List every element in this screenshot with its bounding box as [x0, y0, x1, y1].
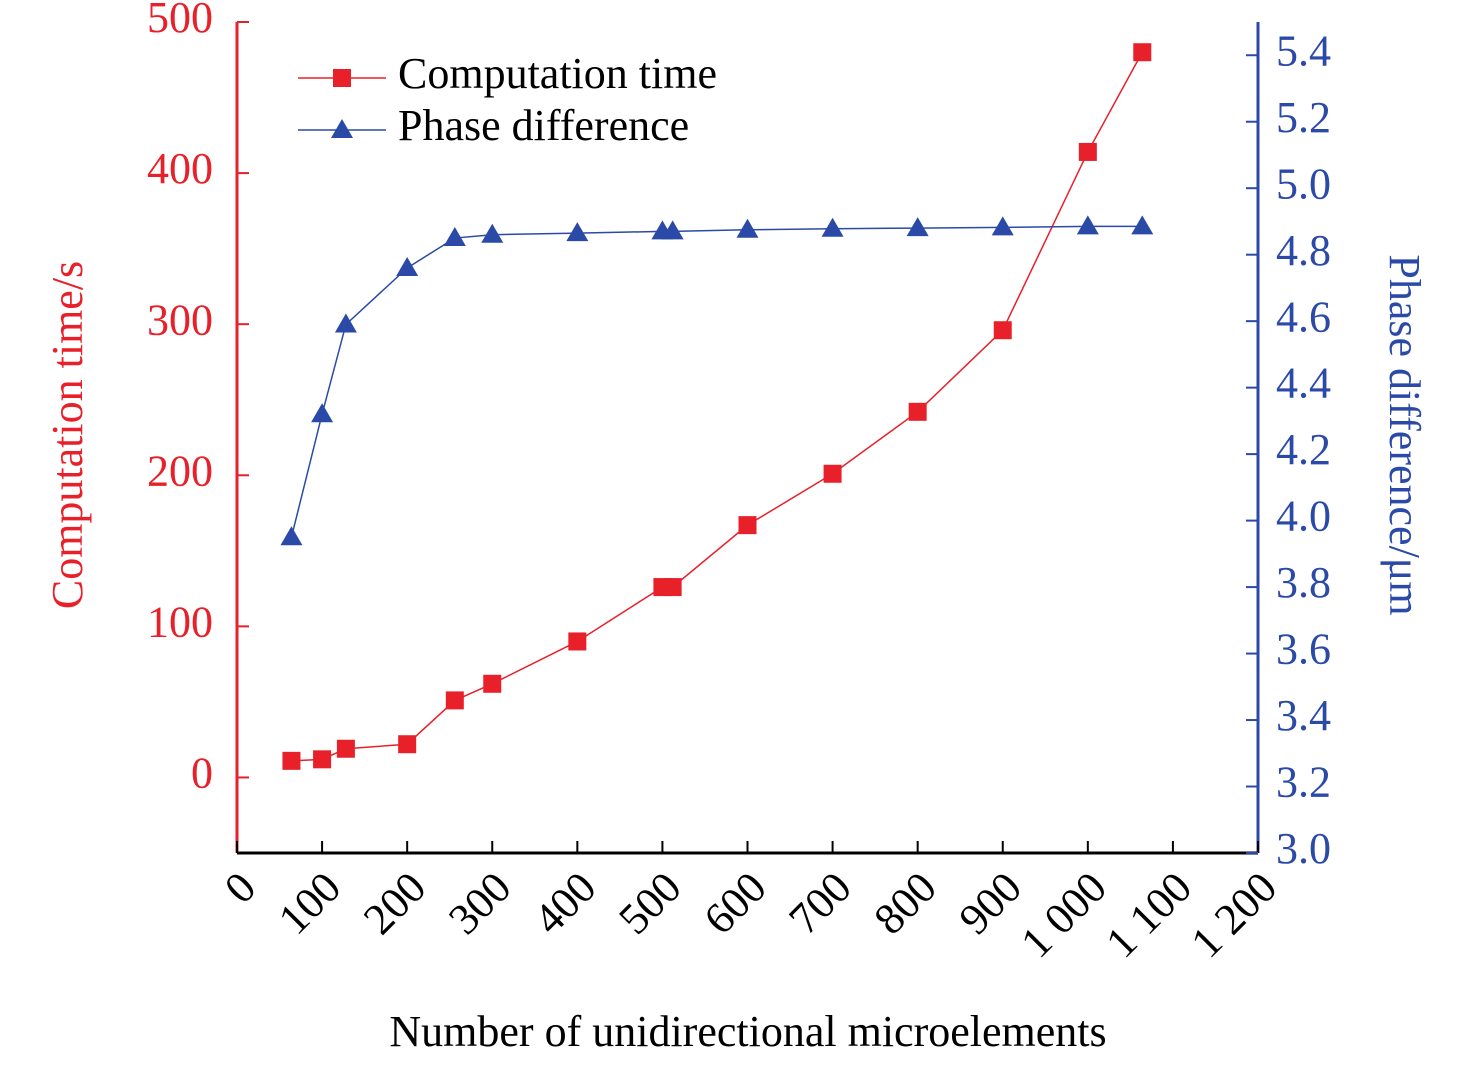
x-tick-label: 1 000 [1011, 863, 1116, 968]
marker [336, 739, 355, 758]
y2-tick-label: 3.6 [1276, 625, 1331, 674]
marker [738, 516, 757, 535]
marker [311, 403, 334, 423]
marker [1131, 215, 1154, 235]
x-tick-label: 500 [609, 863, 690, 944]
x-tick-label: 200 [354, 863, 435, 944]
x-tick-label: 700 [779, 863, 860, 944]
y-axis-label: Computation time/s [43, 261, 92, 609]
y2-tick-label: 5.2 [1276, 93, 1331, 142]
y-tick-label: 500 [147, 0, 213, 42]
x-axis-label: Number of unidirectional microelements [389, 1007, 1106, 1056]
marker [993, 321, 1012, 340]
marker [396, 256, 419, 276]
y-tick-label: 300 [147, 295, 213, 344]
x-tick-label: 400 [524, 863, 605, 944]
marker [313, 750, 332, 769]
marker [398, 735, 417, 754]
marker [333, 69, 351, 87]
y-tick-label: 200 [147, 446, 213, 495]
marker [736, 218, 759, 238]
x-tick-label: 1 200 [1182, 863, 1287, 968]
y-tick-label: 0 [191, 749, 213, 798]
marker [1078, 142, 1097, 161]
marker [908, 402, 927, 421]
y2-tick-label: 5.4 [1276, 26, 1331, 75]
marker [566, 222, 589, 242]
marker [282, 751, 301, 770]
x-tick-label: 100 [269, 863, 350, 944]
legend-label: Phase difference [398, 101, 689, 150]
marker [481, 223, 504, 243]
legend-label: Computation time [398, 49, 717, 98]
marker [280, 526, 303, 546]
y-tick-label: 400 [147, 144, 213, 193]
x-tick-label: 300 [439, 863, 520, 944]
y2-tick-label: 4.8 [1276, 226, 1331, 275]
marker [906, 217, 929, 237]
y2-tick-label: 4.0 [1276, 492, 1331, 541]
y2-tick-label: 3.0 [1276, 824, 1331, 873]
marker [483, 674, 502, 693]
marker [331, 119, 353, 138]
x-tick-label: 1 100 [1096, 863, 1201, 968]
x-tick-label: 800 [865, 863, 946, 944]
x-tick-label: 600 [694, 863, 775, 944]
series-line [290, 225, 1143, 538]
series-line [291, 51, 1143, 762]
y-tick-label: 100 [147, 597, 213, 646]
marker [445, 691, 464, 710]
y2-tick-label: 4.2 [1276, 425, 1331, 474]
x-tick-label: 0 [215, 863, 265, 913]
y2-tick-label: 4.4 [1276, 359, 1331, 408]
marker [568, 632, 587, 651]
marker [991, 216, 1014, 236]
marker [661, 220, 684, 240]
y2-tick-label: 3.4 [1276, 691, 1331, 740]
y2-tick-label: 3.8 [1276, 558, 1331, 607]
y2-axis-label: Phase difference/μm [1380, 254, 1429, 615]
y2-tick-label: 5.0 [1276, 159, 1331, 208]
y2-tick-label: 3.2 [1276, 758, 1331, 807]
marker [1133, 43, 1152, 62]
marker [663, 578, 682, 597]
marker [1076, 215, 1099, 235]
marker [821, 217, 844, 237]
marker [334, 313, 357, 333]
marker [443, 227, 466, 247]
marker [823, 464, 842, 483]
y2-tick-label: 4.6 [1276, 292, 1331, 341]
